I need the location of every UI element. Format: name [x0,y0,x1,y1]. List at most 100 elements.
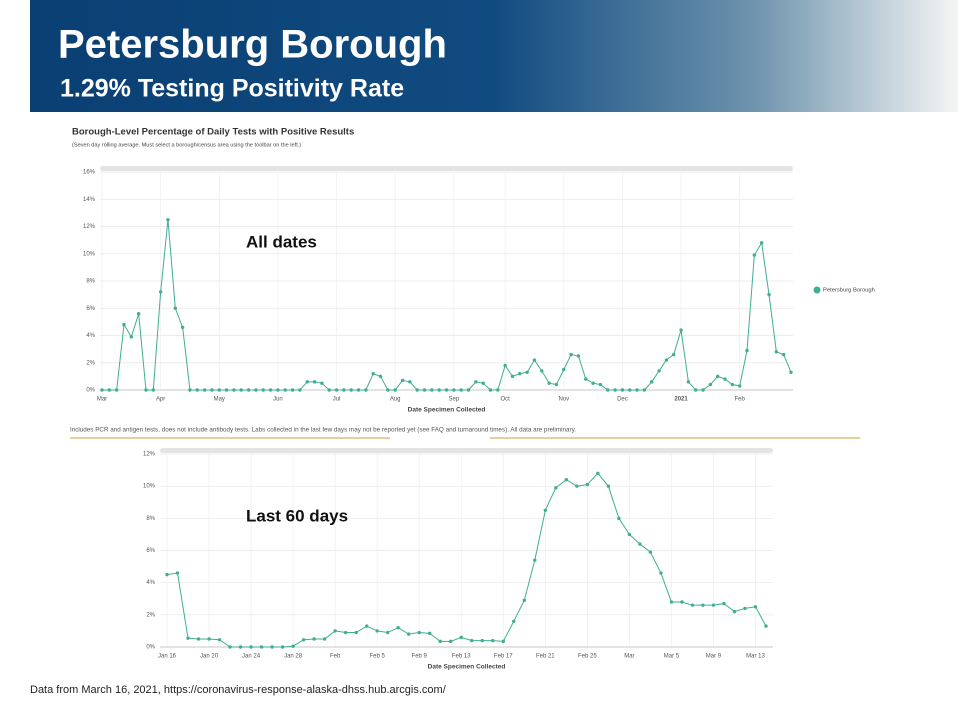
data-point [613,388,617,392]
x-axis-label: Date Specimen Collected [408,407,486,414]
data-point [375,629,379,633]
data-point [745,348,749,353]
data-point [767,292,771,297]
data-point [452,388,456,392]
data-point [635,388,639,392]
data-point [415,388,419,392]
data-point [650,380,654,384]
data-point [114,388,119,392]
data-point [711,603,716,607]
data-point [166,217,170,222]
x-tick-label: Feb 21 [536,654,555,660]
x-tick-label: Feb 13 [452,654,471,660]
x-tick-label: Jan 20 [200,654,219,660]
data-point [732,609,737,614]
data-point [254,388,258,392]
data-point [202,388,207,392]
chart-title: Borough-Level Percentage of Daily Tests … [72,127,354,138]
data-point [428,631,432,636]
y-tick-label: 14% [83,197,96,203]
x-tick-label: Feb 17 [494,654,513,660]
data-point [249,645,253,649]
annotation: Last 60 days [246,506,348,525]
data-point [510,374,515,379]
data-point [246,388,251,392]
data-point [217,388,221,392]
x-tick-label: Apr [156,397,165,403]
data-point [136,312,141,316]
y-tick-label: 12% [143,452,156,458]
scroll-bar [100,166,793,171]
data-point [543,508,548,512]
data-point [491,638,495,643]
data-point [122,322,126,327]
data-point [396,626,400,630]
data-point [686,380,691,384]
y-tick-label: 2% [86,360,95,366]
data-point [575,484,579,488]
data-point [196,637,201,641]
y-tick-label: 12% [83,224,96,230]
legend-swatch [813,286,821,294]
data-point [638,542,642,546]
data-point [438,639,442,644]
data-point [364,388,368,392]
data-point [280,645,285,649]
data-point [342,388,346,392]
data-point [789,370,793,374]
y-tick-label: 8% [146,516,155,522]
y-tick-label: 0% [86,388,95,394]
data-point [407,632,411,636]
data-point [354,630,358,635]
data-point [522,598,526,603]
series-line [166,472,767,648]
data-point [694,388,698,392]
data-point [690,603,695,607]
data-point [518,371,522,376]
x-tick-label: Feb [330,654,341,660]
data-point [459,388,463,392]
data-point [165,572,169,577]
data-point [232,388,236,392]
data-point [207,637,211,641]
x-tick-label: Oct [500,397,510,403]
data-point [291,644,295,648]
data-point [701,388,705,392]
x-tick-label: Mar 5 [664,654,680,660]
data-point [628,388,632,392]
data-point [598,382,603,387]
series-line [102,219,792,391]
header-band [30,0,958,112]
data-point [259,645,264,649]
data-point [356,388,361,392]
data-point [627,532,632,537]
y-tick-label: 6% [146,548,155,554]
data-point [680,600,684,604]
data-point [364,624,369,628]
data-point [343,630,348,635]
data-point [224,388,229,392]
data-point [569,352,573,357]
data-point [408,380,412,384]
data-point [158,290,163,294]
data-point [422,388,427,392]
data-point [298,388,302,392]
y-tick-label: 0% [146,645,155,651]
data-point [481,381,485,385]
data-point [474,380,478,384]
data-point [238,645,243,649]
data-point [774,350,779,354]
data-point [722,601,726,606]
data-point [657,369,661,373]
data-point [217,638,222,642]
x-tick-label: Nov [558,397,569,403]
data-point [470,638,474,643]
x-tick-label: Jan 16 [158,654,177,660]
data-point [764,624,768,628]
data-point [730,382,735,387]
y-tick-label: 8% [86,279,95,285]
y-tick-label: 4% [146,580,155,586]
data-point [175,571,180,575]
x-tick-label: Jun [273,397,283,403]
data-point [283,388,287,392]
